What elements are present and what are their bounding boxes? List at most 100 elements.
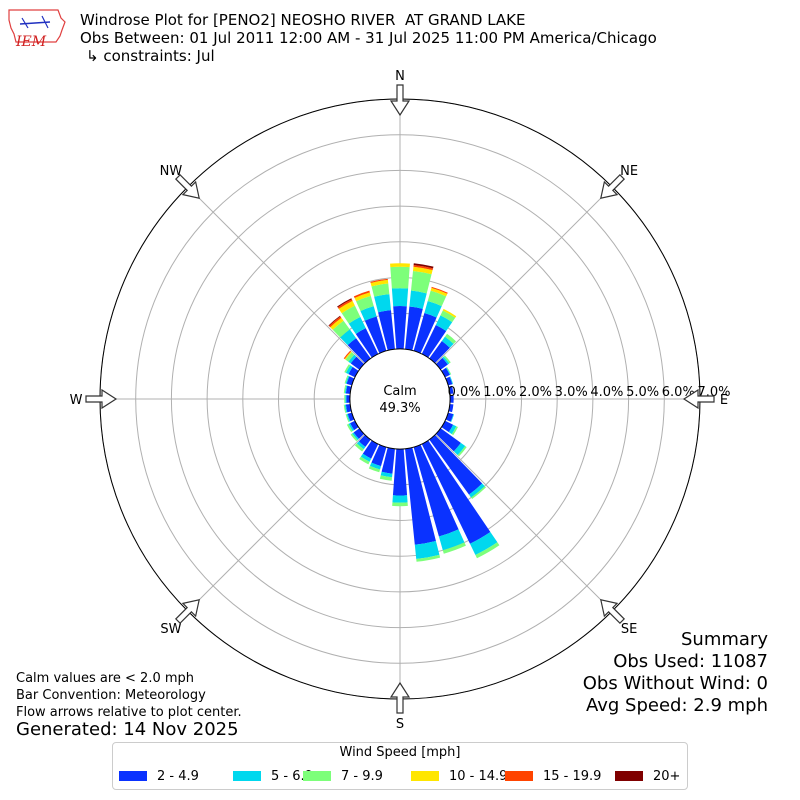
flow-arrow-icon xyxy=(389,84,411,117)
legend-swatch xyxy=(615,771,643,781)
windrose-bar-segment xyxy=(392,502,408,507)
windrose-bar-segment xyxy=(374,294,391,313)
legend-item: 20+ xyxy=(615,768,680,784)
windrose-bar-segment xyxy=(328,316,342,328)
windrose-bar-segment xyxy=(441,336,454,348)
legend-swatch xyxy=(233,771,261,781)
legend-label: 15 - 19.9 xyxy=(543,768,602,784)
windrose-bar-segment xyxy=(371,444,387,467)
direction-label: NW xyxy=(160,164,183,179)
legend-item: 10 - 14.9 xyxy=(411,768,507,784)
windrose-bar-segment xyxy=(356,441,366,450)
calm-circle xyxy=(349,348,451,450)
summary-heading: Summary xyxy=(681,629,768,650)
bar-convention-note: Bar Convention: Meteorology xyxy=(16,688,206,703)
windrose-bar-segment xyxy=(369,462,382,470)
windrose-bar-segment xyxy=(413,313,437,354)
windrose-bar-segment xyxy=(381,447,395,474)
legend-item: 15 - 19.9 xyxy=(505,768,601,784)
flow-arrow-icon xyxy=(174,173,200,199)
windrose-bar-segment xyxy=(443,355,451,364)
windrose-bar-segment xyxy=(359,456,370,465)
windrose-bar-segment xyxy=(453,442,466,456)
constraints-label: ↳ constraints: Jul xyxy=(86,47,215,65)
windrose-bar-segment xyxy=(393,306,407,350)
windrose-bar-segment xyxy=(328,315,341,326)
radial-tick-label: 3.0% xyxy=(555,385,588,400)
radial-tick-label: 4.0% xyxy=(590,385,623,400)
windrose-bar-segment xyxy=(390,263,410,268)
windrose-bar-segment xyxy=(413,263,434,269)
windrose-bar-segment xyxy=(441,420,454,433)
legend-label: 10 - 14.9 xyxy=(449,768,508,784)
windrose-bar-segment xyxy=(350,356,365,370)
legend-swatch xyxy=(303,771,331,781)
windrose-bar-segment xyxy=(364,316,387,354)
direction-label: NE xyxy=(620,164,638,179)
windrose-bar-segment xyxy=(338,300,355,314)
windrose-bar-segment xyxy=(354,292,371,302)
windrose-bar-segment xyxy=(450,414,455,423)
summary-obs-used: Obs Used: 11087 xyxy=(613,651,768,672)
grid-spoke xyxy=(435,434,613,612)
windrose-bar-segment xyxy=(412,266,433,275)
windrose-bar-segment xyxy=(352,432,359,441)
windrose-bar-segment xyxy=(348,423,355,432)
summary-avg-speed: Avg Speed: 2.9 mph xyxy=(586,695,768,716)
windrose-bar-segment xyxy=(471,486,486,499)
calm-definition-note: Calm values are < 2.0 mph xyxy=(16,671,195,686)
windrose-bar-segment xyxy=(332,320,350,338)
windrose-bar-segment xyxy=(344,364,351,373)
windrose-bar-segment xyxy=(343,404,347,413)
legend-label: 20+ xyxy=(653,768,681,784)
windrose-bar-segment xyxy=(429,340,450,364)
windrose-bar-segment xyxy=(370,278,388,283)
legend-item: 2 - 4.9 xyxy=(119,768,199,784)
windrose-bar-segment xyxy=(409,290,427,309)
legend-item: 5 - 6.9 xyxy=(233,768,313,784)
windrose-bar-segment xyxy=(469,531,498,555)
radial-tick-label: 1.0% xyxy=(483,385,516,400)
windrose-bar-segment xyxy=(341,305,361,324)
windrose-bar-segment xyxy=(343,385,347,394)
speed-legend: Wind Speed [mph] 2 - 4.9 5 - 6.9 7 - 9.9 10… xyxy=(112,742,688,790)
summary-obs-without-wind: Obs Without Wind: 0 xyxy=(582,673,768,694)
windrose-bar-segment xyxy=(345,365,353,375)
legend-swatch xyxy=(505,771,533,781)
windrose-bar-segment xyxy=(390,266,410,289)
direction-label: SE xyxy=(621,622,637,637)
windrose-bar-segment xyxy=(346,395,351,403)
flow-arrow-icon xyxy=(600,599,626,625)
direction-label: N xyxy=(395,69,405,84)
windrose-bar-segment xyxy=(348,354,357,364)
windrose-bar-segment xyxy=(475,542,500,559)
windrose-bar-segment xyxy=(424,300,442,318)
generated-date: Generated: 14 Nov 2025 xyxy=(16,719,239,740)
windrose-bar-segment xyxy=(371,283,390,297)
windrose-bar-segment xyxy=(347,338,371,364)
windrose-bar-segment xyxy=(457,446,467,457)
windrose-bar-segment xyxy=(442,308,457,318)
windrose-bar-segment xyxy=(353,428,365,439)
windrose-bar-segment xyxy=(392,495,408,503)
windrose-bar-segment xyxy=(345,352,355,362)
windrose-bar-segment xyxy=(340,329,357,346)
windrose-bar-segment xyxy=(343,350,352,360)
legend-item: 7 - 9.9 xyxy=(303,768,383,784)
windrose-bar-segment xyxy=(448,424,457,435)
windrose-bar-segment xyxy=(356,295,374,311)
windrose-bar-segment xyxy=(413,264,434,271)
direction-label: E xyxy=(720,393,728,408)
windrose-bar-segment xyxy=(427,290,447,307)
windrose-bar-segment xyxy=(355,328,379,358)
grid-spoke xyxy=(435,186,613,364)
obs-range: Obs Between: 01 Jul 2011 12:00 AM - 31 J… xyxy=(80,29,657,47)
windrose-bar-segment xyxy=(337,298,352,308)
direction-label: S xyxy=(396,717,404,732)
flow-arrow-icon xyxy=(389,681,411,714)
windrose-bar-segment xyxy=(337,299,353,309)
windrose-bar-segment xyxy=(347,412,355,422)
windrose-bar-segment xyxy=(345,394,347,404)
grid-spoke xyxy=(187,186,365,364)
